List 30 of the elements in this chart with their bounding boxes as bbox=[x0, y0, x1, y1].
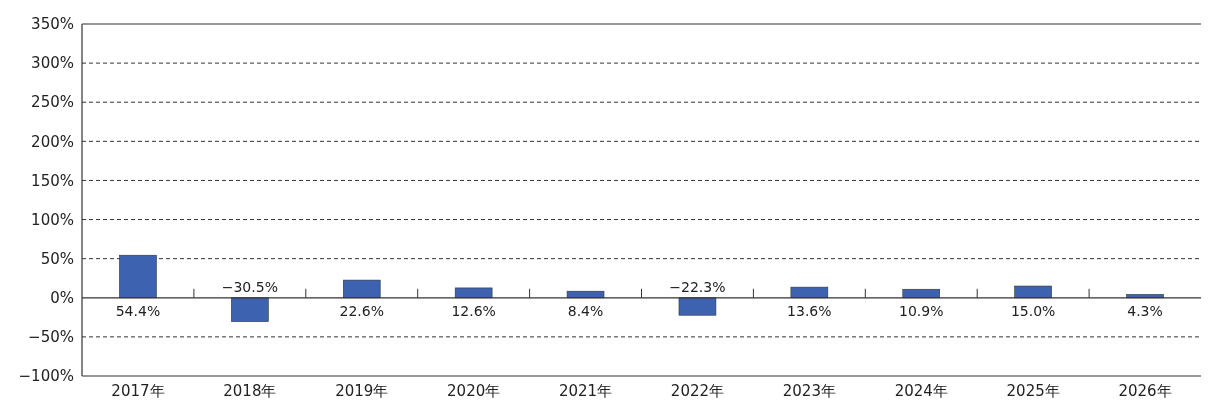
data-label: 10.9% bbox=[899, 302, 944, 319]
y-tick-label: 350% bbox=[31, 15, 74, 34]
x-tick-label: 2023年 bbox=[782, 382, 836, 400]
x-tick-label: 2017年 bbox=[111, 382, 165, 400]
x-tick-label: 2022年 bbox=[670, 382, 725, 400]
data-label: 4.3% bbox=[1127, 302, 1163, 319]
y-tick-label: −100% bbox=[18, 367, 74, 386]
x-tick-label: 2020年 bbox=[447, 382, 501, 400]
y-tick-label: 100% bbox=[31, 210, 74, 229]
y-tick-label: 0% bbox=[50, 289, 74, 308]
y-tick-label: 150% bbox=[31, 171, 74, 190]
y-tick-label: 200% bbox=[31, 132, 74, 151]
data-label: 8.4% bbox=[567, 302, 604, 319]
y-tick-label: 300% bbox=[31, 54, 74, 73]
data-label: 13.6% bbox=[787, 302, 832, 319]
data-label: −30.5% bbox=[221, 278, 278, 295]
x-tick-label: 2026年 bbox=[1118, 382, 1172, 400]
x-tick-label: 2018年 bbox=[223, 382, 277, 400]
data-label: 22.6% bbox=[339, 302, 384, 319]
x-tick-label: 2019年 bbox=[335, 382, 389, 400]
data-label: 54.4% bbox=[115, 302, 161, 319]
data-label: −22.3% bbox=[669, 278, 726, 295]
y-tick-label: −50% bbox=[28, 328, 74, 347]
y-tick-label: 250% bbox=[31, 93, 74, 112]
x-tick-label: 2021年 bbox=[558, 382, 613, 400]
data-label: 12.6% bbox=[451, 302, 496, 319]
data-label: 15.0% bbox=[1010, 302, 1056, 319]
y-tick-label: 50% bbox=[40, 249, 74, 268]
x-tick-label: 2025年 bbox=[1006, 382, 1060, 400]
x-tick-label: 2024年 bbox=[894, 382, 948, 400]
